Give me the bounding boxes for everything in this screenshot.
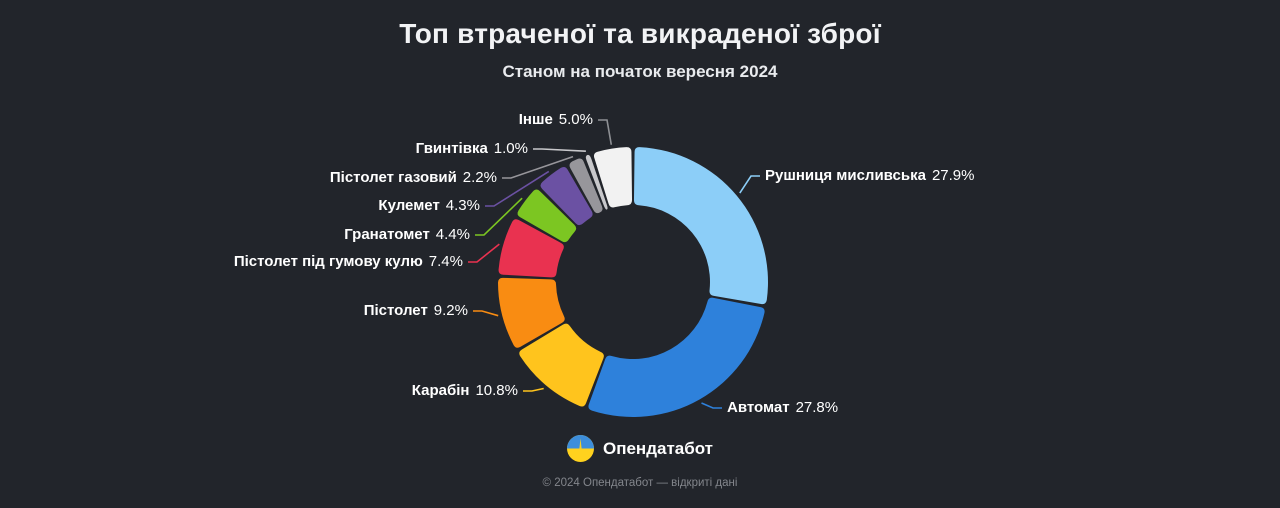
donut-slices [498, 147, 768, 417]
slice-percentage: 7.4% [428, 253, 463, 270]
slice-hvyntivka[interactable] [585, 154, 608, 210]
label-connector-pistolet-pid-humovu-kuliu [468, 243, 500, 263]
slice-percentage: 2.2% [462, 169, 497, 186]
slice-pistolet-hazovyi[interactable] [569, 158, 603, 214]
slice-percentage: 5.0% [558, 111, 593, 128]
slice-label-pistolet-pid-humovu-kuliu: Пістолет під гумову кулю 7.4% [234, 251, 463, 273]
slice-avtomat[interactable] [588, 297, 765, 417]
slice-percentage: 10.8% [475, 382, 518, 399]
page-subtitle: Станом на початок вересня 2024 [502, 62, 778, 81]
slice-percentage: 27.9% [931, 167, 975, 184]
copyright-footer: © 2024 Опендатабот — відкриті дані [542, 477, 738, 489]
slice-name: Пістолет [363, 302, 428, 319]
label-connectors [468, 119, 760, 409]
slice-inshe[interactable] [593, 147, 633, 208]
label-connector-inshe [598, 119, 613, 145]
label-connector-hranatomet [475, 197, 523, 236]
branding-row: Опендатабот [0, 435, 1280, 462]
slice-pistolet[interactable] [498, 277, 565, 348]
slice-label-hvyntivka: Гвинтівка 1.0% [416, 138, 528, 160]
opendatabot-logo-icon [566, 435, 594, 462]
label-connector-avtomat [701, 402, 722, 409]
slice-name: Пістолет під гумову кулю [233, 253, 423, 270]
brand-name: Опендатабот [602, 438, 714, 458]
label-connector-rushnytsia-myslyvska [739, 175, 760, 194]
label-connector-kulemet [485, 170, 550, 207]
slice-karabin[interactable] [519, 323, 604, 407]
label-connector-pistolet [473, 310, 499, 317]
slice-name: Автомат [727, 399, 790, 416]
slice-percentage: 1.0% [493, 140, 528, 157]
slice-percentage: 4.4% [435, 226, 470, 243]
slice-label-pistolet-hazovyi: Пістолет газовий 2.2% [330, 167, 497, 189]
slice-percentage: 9.2% [433, 302, 468, 319]
slice-name: Кулемет [378, 197, 440, 214]
slice-name: Інше [518, 111, 553, 128]
slice-label-pistolet: Пістолет 9.2% [364, 300, 468, 322]
slice-label-inshe: Інше 5.0% [519, 109, 593, 131]
slice-label-karabin: Карабін 10.8% [412, 380, 518, 402]
slice-name: Карабін [411, 382, 470, 399]
slice-name: Рушниця мисливська [765, 167, 926, 184]
slice-label-rushnytsia-myslyvska: Рушниця мисливська 27.9% [765, 165, 975, 187]
slice-label-avtomat: Автомат 27.8% [727, 397, 838, 419]
label-connector-karabin [523, 387, 544, 392]
label-connector-pistolet-hazovyi [502, 155, 574, 179]
slice-percentage: 27.8% [795, 399, 839, 416]
slice-label-hranatomet: Гранатомет 4.4% [344, 224, 470, 246]
slice-percentage: 4.3% [445, 197, 480, 214]
slice-name: Гранатомет [344, 226, 430, 243]
slice-name: Гвинтівка [415, 140, 488, 157]
slice-kulemet[interactable] [540, 166, 593, 226]
page-title: Топ втраченої та викраденої зброї [399, 18, 881, 49]
slice-name: Пістолет газовий [329, 169, 457, 186]
slice-rushnytsia-myslyvska[interactable] [633, 147, 768, 305]
slice-hranatomet[interactable] [517, 189, 577, 243]
slice-label-kulemet: Кулемет 4.3% [378, 195, 480, 217]
label-connector-hvyntivka [533, 148, 586, 152]
slice-pistolet-pid-humovu-kuliu[interactable] [498, 219, 564, 278]
